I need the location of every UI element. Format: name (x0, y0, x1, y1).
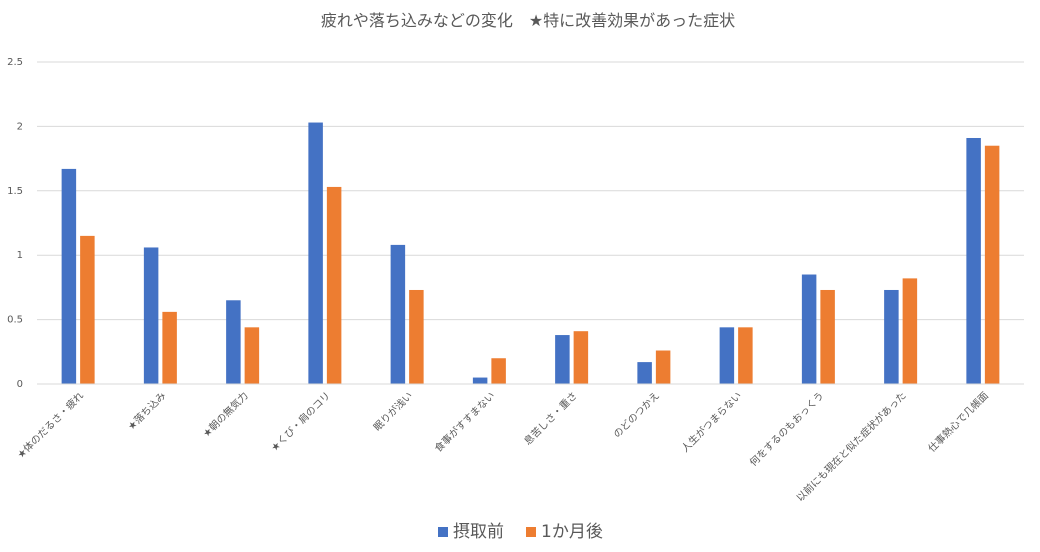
y-tick-label: 1 (17, 250, 23, 261)
y-tick-label: 1.5 (7, 186, 23, 197)
bar-after (738, 327, 753, 384)
bar-after (984, 145, 1000, 384)
bars (61, 122, 1000, 384)
bar-before (226, 300, 241, 384)
bar-after (326, 186, 342, 384)
x-tick-label: ★落ち込み (125, 390, 168, 433)
gridlines (37, 61, 1024, 321)
y-tick-label: 0.5 (7, 315, 23, 326)
legend: 摂取前 1か月後 (438, 522, 603, 542)
x-tick-label: 眠りが浅い (371, 389, 416, 434)
y-tick-label: 2.5 (7, 57, 23, 68)
bar-after (80, 235, 95, 384)
bar-after (573, 331, 589, 384)
bar-after (244, 327, 260, 384)
bar-before (61, 168, 77, 384)
bar-before (308, 122, 323, 384)
x-axis-ticks: ★体のだるさ・疲れ ★落ち込み ★朝の無気力 ★くび・肩のコリ 眠りが浅い 食事がすすまな… (14, 389, 991, 504)
bar-before (637, 362, 652, 384)
y-tick-label: 0 (17, 379, 23, 390)
bar-after (902, 278, 918, 384)
x-tick-label: ★体のだるさ・疲れ (14, 389, 86, 461)
legend-label: 摂取前 (453, 522, 504, 542)
bar-before (390, 244, 406, 384)
chart-title: 疲れや落ち込みなどの変化 ★特に改善効果があった症状 (321, 11, 735, 30)
y-axis-ticks: 0 0.5 1 1.5 2 2.5 (7, 57, 23, 390)
x-tick-label: 食事がすすまない (432, 389, 498, 455)
x-tick-label: 仕事熱心で几帳面 (925, 389, 991, 455)
bar-after (655, 350, 671, 384)
x-tick-label: 息苦しさ・重さ (521, 389, 580, 448)
bar-before (966, 137, 981, 384)
bar-before (143, 247, 159, 384)
x-tick-label: 人生がつまらない (678, 389, 744, 455)
bar-before (555, 335, 570, 384)
legend-swatch (526, 527, 536, 537)
x-tick-label: ★くび・肩のコリ (268, 389, 333, 454)
x-tick-label: ★朝の無気力 (200, 389, 251, 440)
bar-before (801, 274, 817, 384)
bar-after (820, 289, 835, 384)
y-tick-label: 2 (17, 121, 23, 132)
bar-before (472, 377, 488, 384)
bar-after (162, 311, 177, 384)
x-tick-label: のどのつかえ (611, 390, 662, 441)
legend-label: 1か月後 (541, 522, 603, 542)
bar-after (491, 358, 506, 384)
bar-before (884, 289, 899, 384)
bar-before (719, 327, 735, 384)
x-tick-label: 何をするのもおっくう (747, 389, 827, 469)
legend-swatch (438, 527, 448, 537)
bar-after (409, 289, 424, 384)
